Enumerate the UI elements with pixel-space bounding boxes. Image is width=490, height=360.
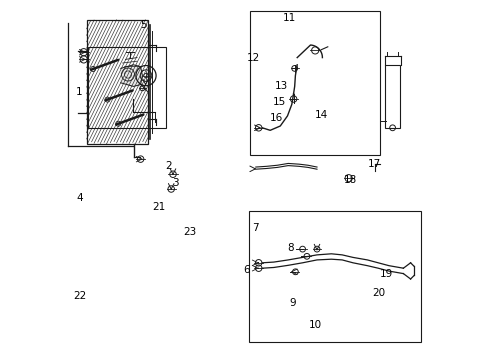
Text: 8: 8: [288, 243, 294, 253]
Bar: [248, 211, 421, 342]
Text: 7: 7: [252, 222, 259, 233]
Polygon shape: [121, 65, 143, 86]
Bar: [250, 11, 380, 155]
Text: 13: 13: [275, 81, 288, 91]
Text: 23: 23: [183, 227, 196, 237]
Text: 3: 3: [172, 178, 178, 188]
Text: 19: 19: [380, 269, 393, 279]
Text: 20: 20: [372, 288, 386, 298]
Text: 21: 21: [152, 202, 165, 212]
Bar: [386, 65, 400, 128]
Text: 12: 12: [247, 53, 260, 63]
Text: 17: 17: [368, 159, 381, 169]
Text: 6: 6: [243, 265, 250, 275]
Text: 16: 16: [270, 113, 283, 123]
Text: 14: 14: [315, 110, 328, 120]
Text: 11: 11: [283, 13, 296, 23]
Text: 9: 9: [289, 298, 296, 308]
Text: 5: 5: [140, 20, 147, 30]
Text: 1: 1: [76, 87, 83, 97]
Text: 15: 15: [273, 96, 286, 107]
Bar: [87, 20, 148, 144]
Text: 10: 10: [309, 320, 322, 330]
Text: 2: 2: [165, 161, 172, 171]
Text: 22: 22: [73, 291, 86, 301]
Bar: [88, 47, 166, 128]
Text: 18: 18: [344, 175, 357, 185]
Text: 4: 4: [77, 193, 83, 203]
